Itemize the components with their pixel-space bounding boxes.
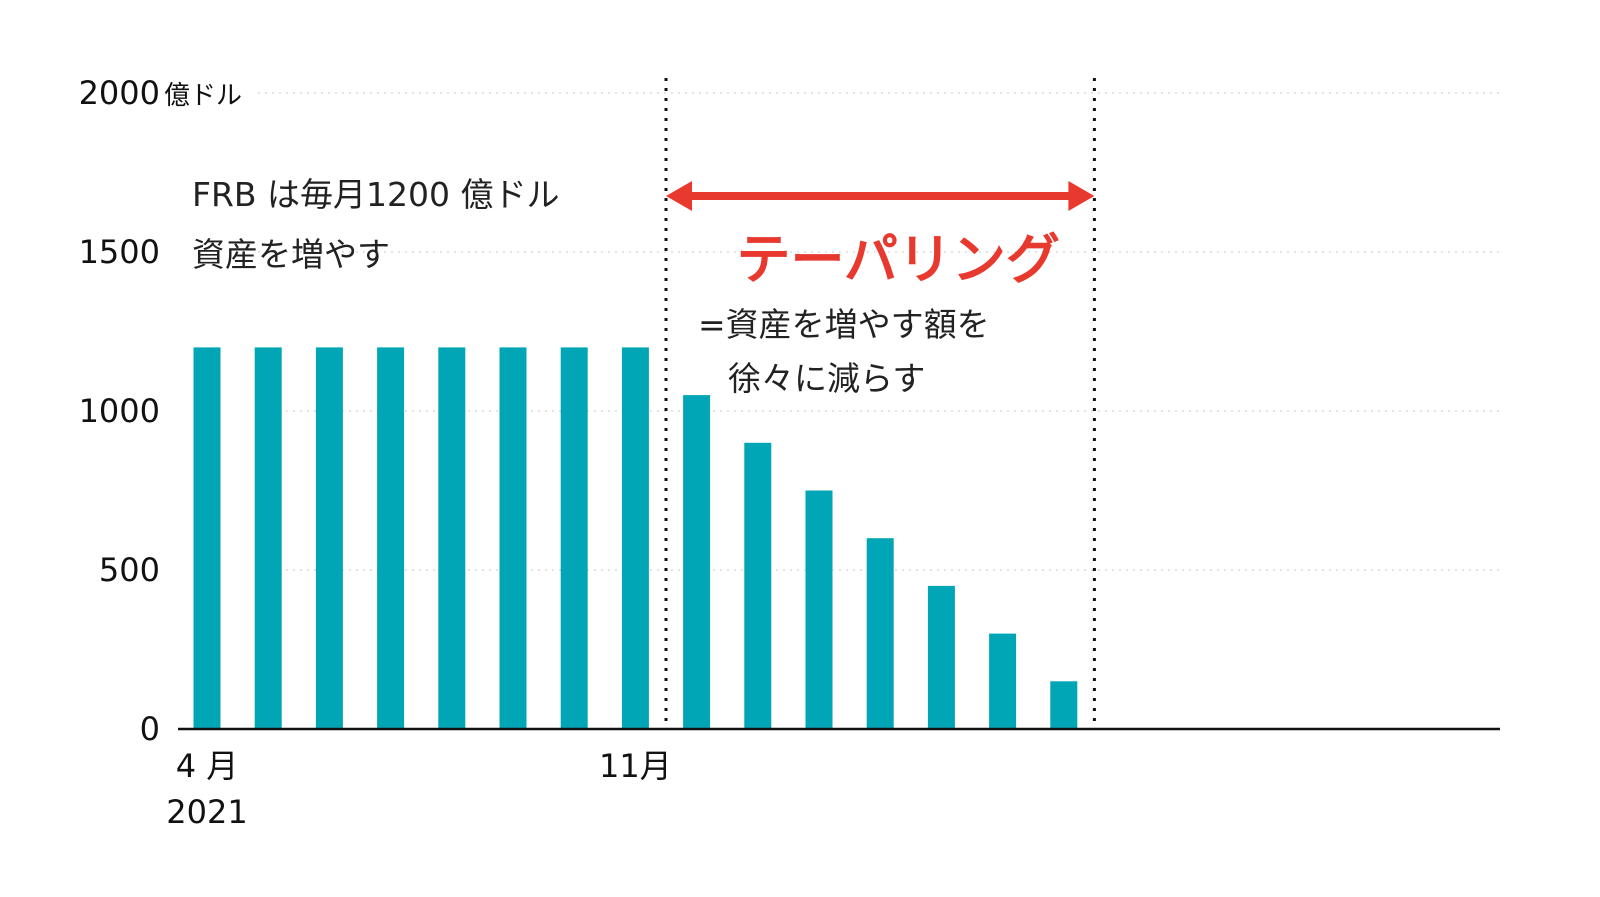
x-tick-label-0: 4 月	[176, 747, 239, 785]
x-tick-sublabel-0: 2021	[166, 793, 247, 831]
y-tick-label-1500: 1500	[79, 233, 160, 271]
bar-3	[315, 347, 343, 729]
bar-9	[683, 395, 711, 729]
bar-10	[744, 442, 772, 729]
bar-13	[927, 585, 955, 729]
tapering-arrow-left-head	[666, 181, 692, 211]
bar-15	[1050, 681, 1078, 729]
bar-5	[438, 347, 466, 729]
frb-annotation-line2: 資産を増やす	[192, 235, 390, 274]
bar-6	[499, 347, 527, 729]
y-tick-label-500: 500	[99, 551, 160, 589]
bar-11	[805, 490, 833, 729]
tapering-label: テーパリング	[736, 228, 1059, 291]
y-tick-label-2000: 2000	[79, 74, 160, 112]
tapering-desc-line2: 徐々に減らす	[728, 359, 925, 398]
bar-4	[377, 347, 405, 729]
x-tick-label-1: 11月	[599, 747, 672, 785]
bar-7	[560, 347, 588, 729]
y-tick-label-1000: 1000	[79, 392, 160, 430]
tapering-desc-line1: =資産を増やす額を	[698, 305, 990, 344]
bar-14	[989, 633, 1017, 729]
bar-2	[254, 347, 282, 729]
y-unit-label: 億ドル	[164, 81, 242, 111]
bar-8	[621, 347, 649, 729]
tapering-arrow-right-head	[1068, 181, 1095, 211]
frb-annotation-line1: FRB は毎月1200 億ドル	[192, 175, 560, 214]
y-tick-label-0: 0	[140, 710, 160, 748]
bar-1	[193, 347, 221, 729]
bar-12	[866, 538, 894, 729]
